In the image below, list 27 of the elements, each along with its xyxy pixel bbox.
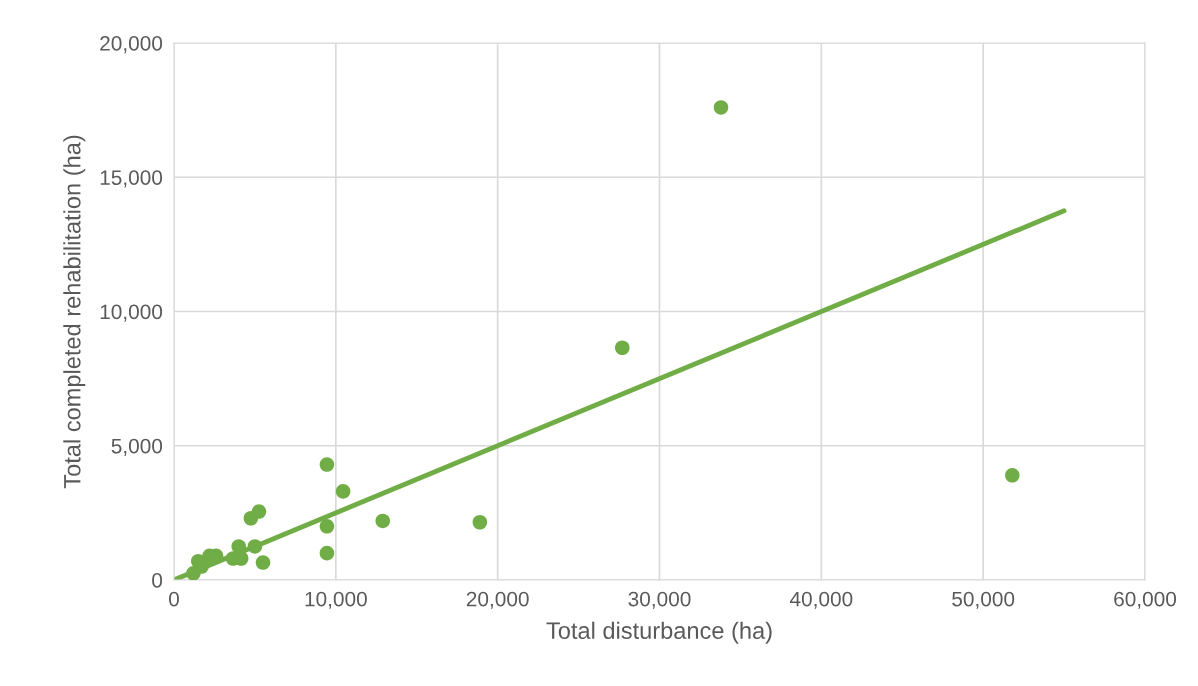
point: [472, 514, 488, 530]
point: [247, 539, 263, 554]
x-axis-title: Total disturbance (ha): [546, 621, 772, 644]
y-tick-label: 10,000: [100, 304, 163, 322]
y-tick-label: 15,000: [100, 170, 163, 188]
x-tick-label: 0: [169, 591, 179, 607]
point: [713, 100, 729, 115]
x-tick-label: 60,000: [1114, 591, 1177, 609]
x-tick-label: 30,000: [628, 591, 691, 609]
point: [319, 519, 335, 534]
y-tick-label: 0: [152, 573, 163, 588]
x-tick-label: 20,000: [466, 591, 529, 609]
point: [335, 484, 351, 499]
point: [614, 340, 630, 356]
y-tick-label: 5,000: [111, 438, 163, 456]
x-tick-label: 50,000: [952, 591, 1015, 609]
x-tick-label: 10,000: [305, 591, 367, 609]
point: [319, 457, 335, 472]
point: [375, 513, 391, 529]
y-axis-title: Total completed rehabilitation (ha): [63, 135, 86, 489]
y-tick-label: 20,000: [100, 36, 163, 54]
point: [1005, 468, 1020, 483]
point: [319, 545, 335, 561]
point: [251, 504, 267, 519]
point: [255, 555, 271, 570]
x-tick-label: 40,000: [789, 591, 853, 609]
point: [231, 539, 247, 554]
